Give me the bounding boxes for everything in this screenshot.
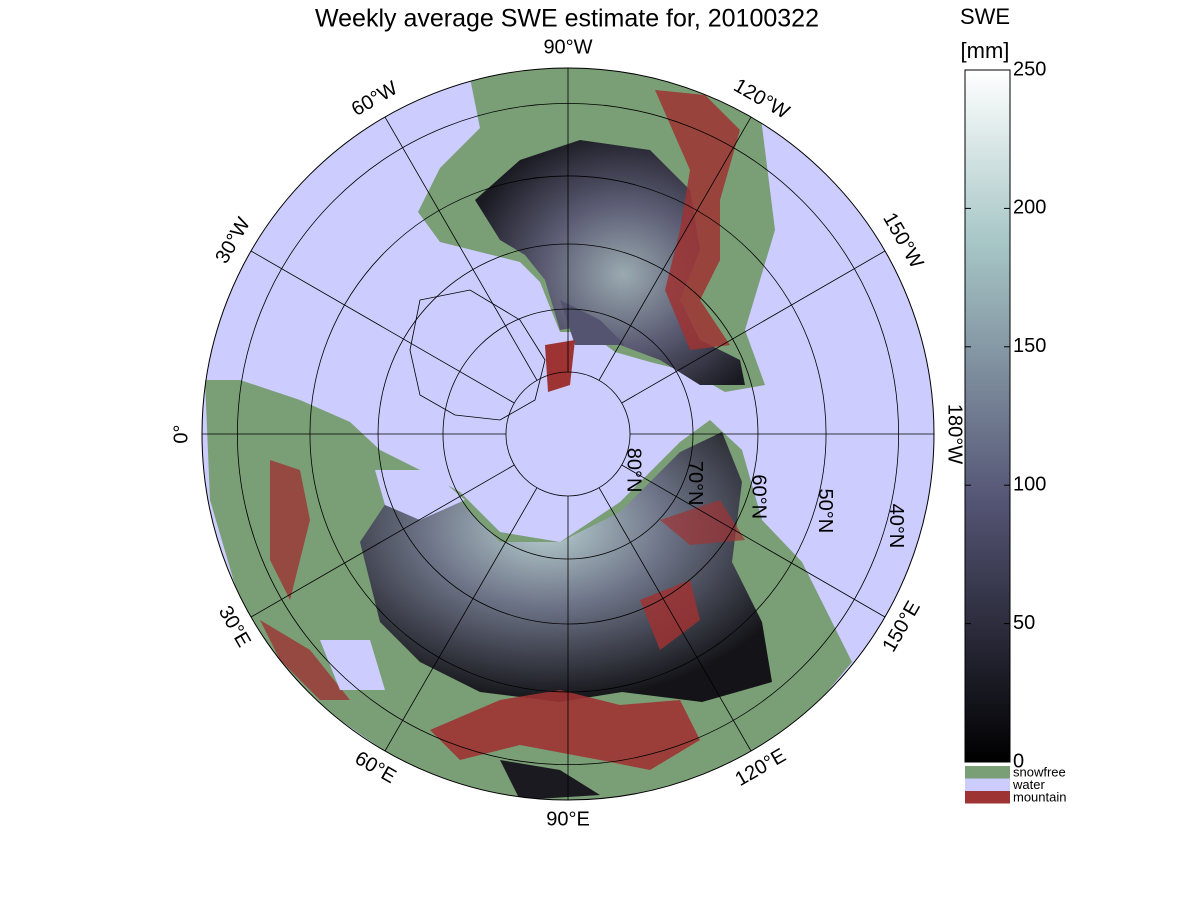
meridian bbox=[250, 464, 515, 618]
mountain-rockies bbox=[655, 90, 740, 350]
meridian-label: 90°W bbox=[543, 36, 592, 58]
title: Weekly average SWE estimate for, 2010032… bbox=[315, 5, 819, 33]
parallel-label: 50°N bbox=[814, 488, 836, 533]
mountain-scandinavia bbox=[270, 460, 310, 600]
parallel-label: 70°N bbox=[684, 461, 706, 506]
mountain-verkhoyansk bbox=[660, 500, 745, 545]
meridian bbox=[384, 116, 538, 381]
meridian bbox=[621, 464, 886, 618]
mountain-siberia bbox=[640, 580, 700, 650]
legend-swatch bbox=[965, 791, 1010, 804]
graticule bbox=[202, 68, 934, 800]
legend-label: water bbox=[1012, 777, 1045, 792]
legend-swatch bbox=[965, 778, 1010, 791]
lake-white-sea bbox=[375, 470, 465, 520]
meridian bbox=[598, 487, 752, 752]
map-border bbox=[201, 67, 935, 801]
mountain-baffin bbox=[545, 340, 575, 392]
colorbar-tick-label: 200 bbox=[1013, 197, 1046, 219]
snow-arctic-islands bbox=[560, 300, 625, 345]
meridian bbox=[384, 487, 538, 752]
mountain-europe bbox=[260, 620, 350, 700]
legend-label: mountain bbox=[1013, 789, 1066, 804]
colorbar-tick-label: 150 bbox=[1013, 335, 1046, 357]
snow-tibet bbox=[500, 760, 600, 800]
parallel-label: 60°N bbox=[747, 474, 769, 519]
legend-label: snowfree bbox=[1013, 764, 1066, 779]
map-disk bbox=[202, 68, 934, 800]
colorbar-tick-label: 50 bbox=[1013, 612, 1035, 634]
parallel-label: 40°N bbox=[885, 504, 907, 549]
meridian bbox=[250, 250, 515, 404]
meridian-label: 180°W bbox=[944, 404, 966, 464]
meridian bbox=[621, 250, 886, 404]
meridian bbox=[598, 116, 752, 381]
meridian-label: 90°E bbox=[546, 808, 590, 830]
colorbar-unit: [mm] bbox=[961, 38, 1010, 63]
legend-swatch bbox=[965, 766, 1010, 779]
meridian-label: 0° bbox=[170, 424, 192, 443]
colorbar-tick-label: 100 bbox=[1013, 473, 1046, 495]
colorbar-label: SWE bbox=[960, 4, 1010, 29]
mountain-central-asia bbox=[430, 690, 700, 770]
snow-north-america bbox=[475, 140, 745, 385]
colorbar-tick-label: 0 bbox=[1013, 750, 1024, 772]
parallel-label: 80°N bbox=[622, 448, 644, 493]
lake-black-sea bbox=[320, 640, 385, 690]
colorbar bbox=[964, 69, 1011, 763]
colorbar-tick-label: 250 bbox=[1013, 58, 1046, 80]
